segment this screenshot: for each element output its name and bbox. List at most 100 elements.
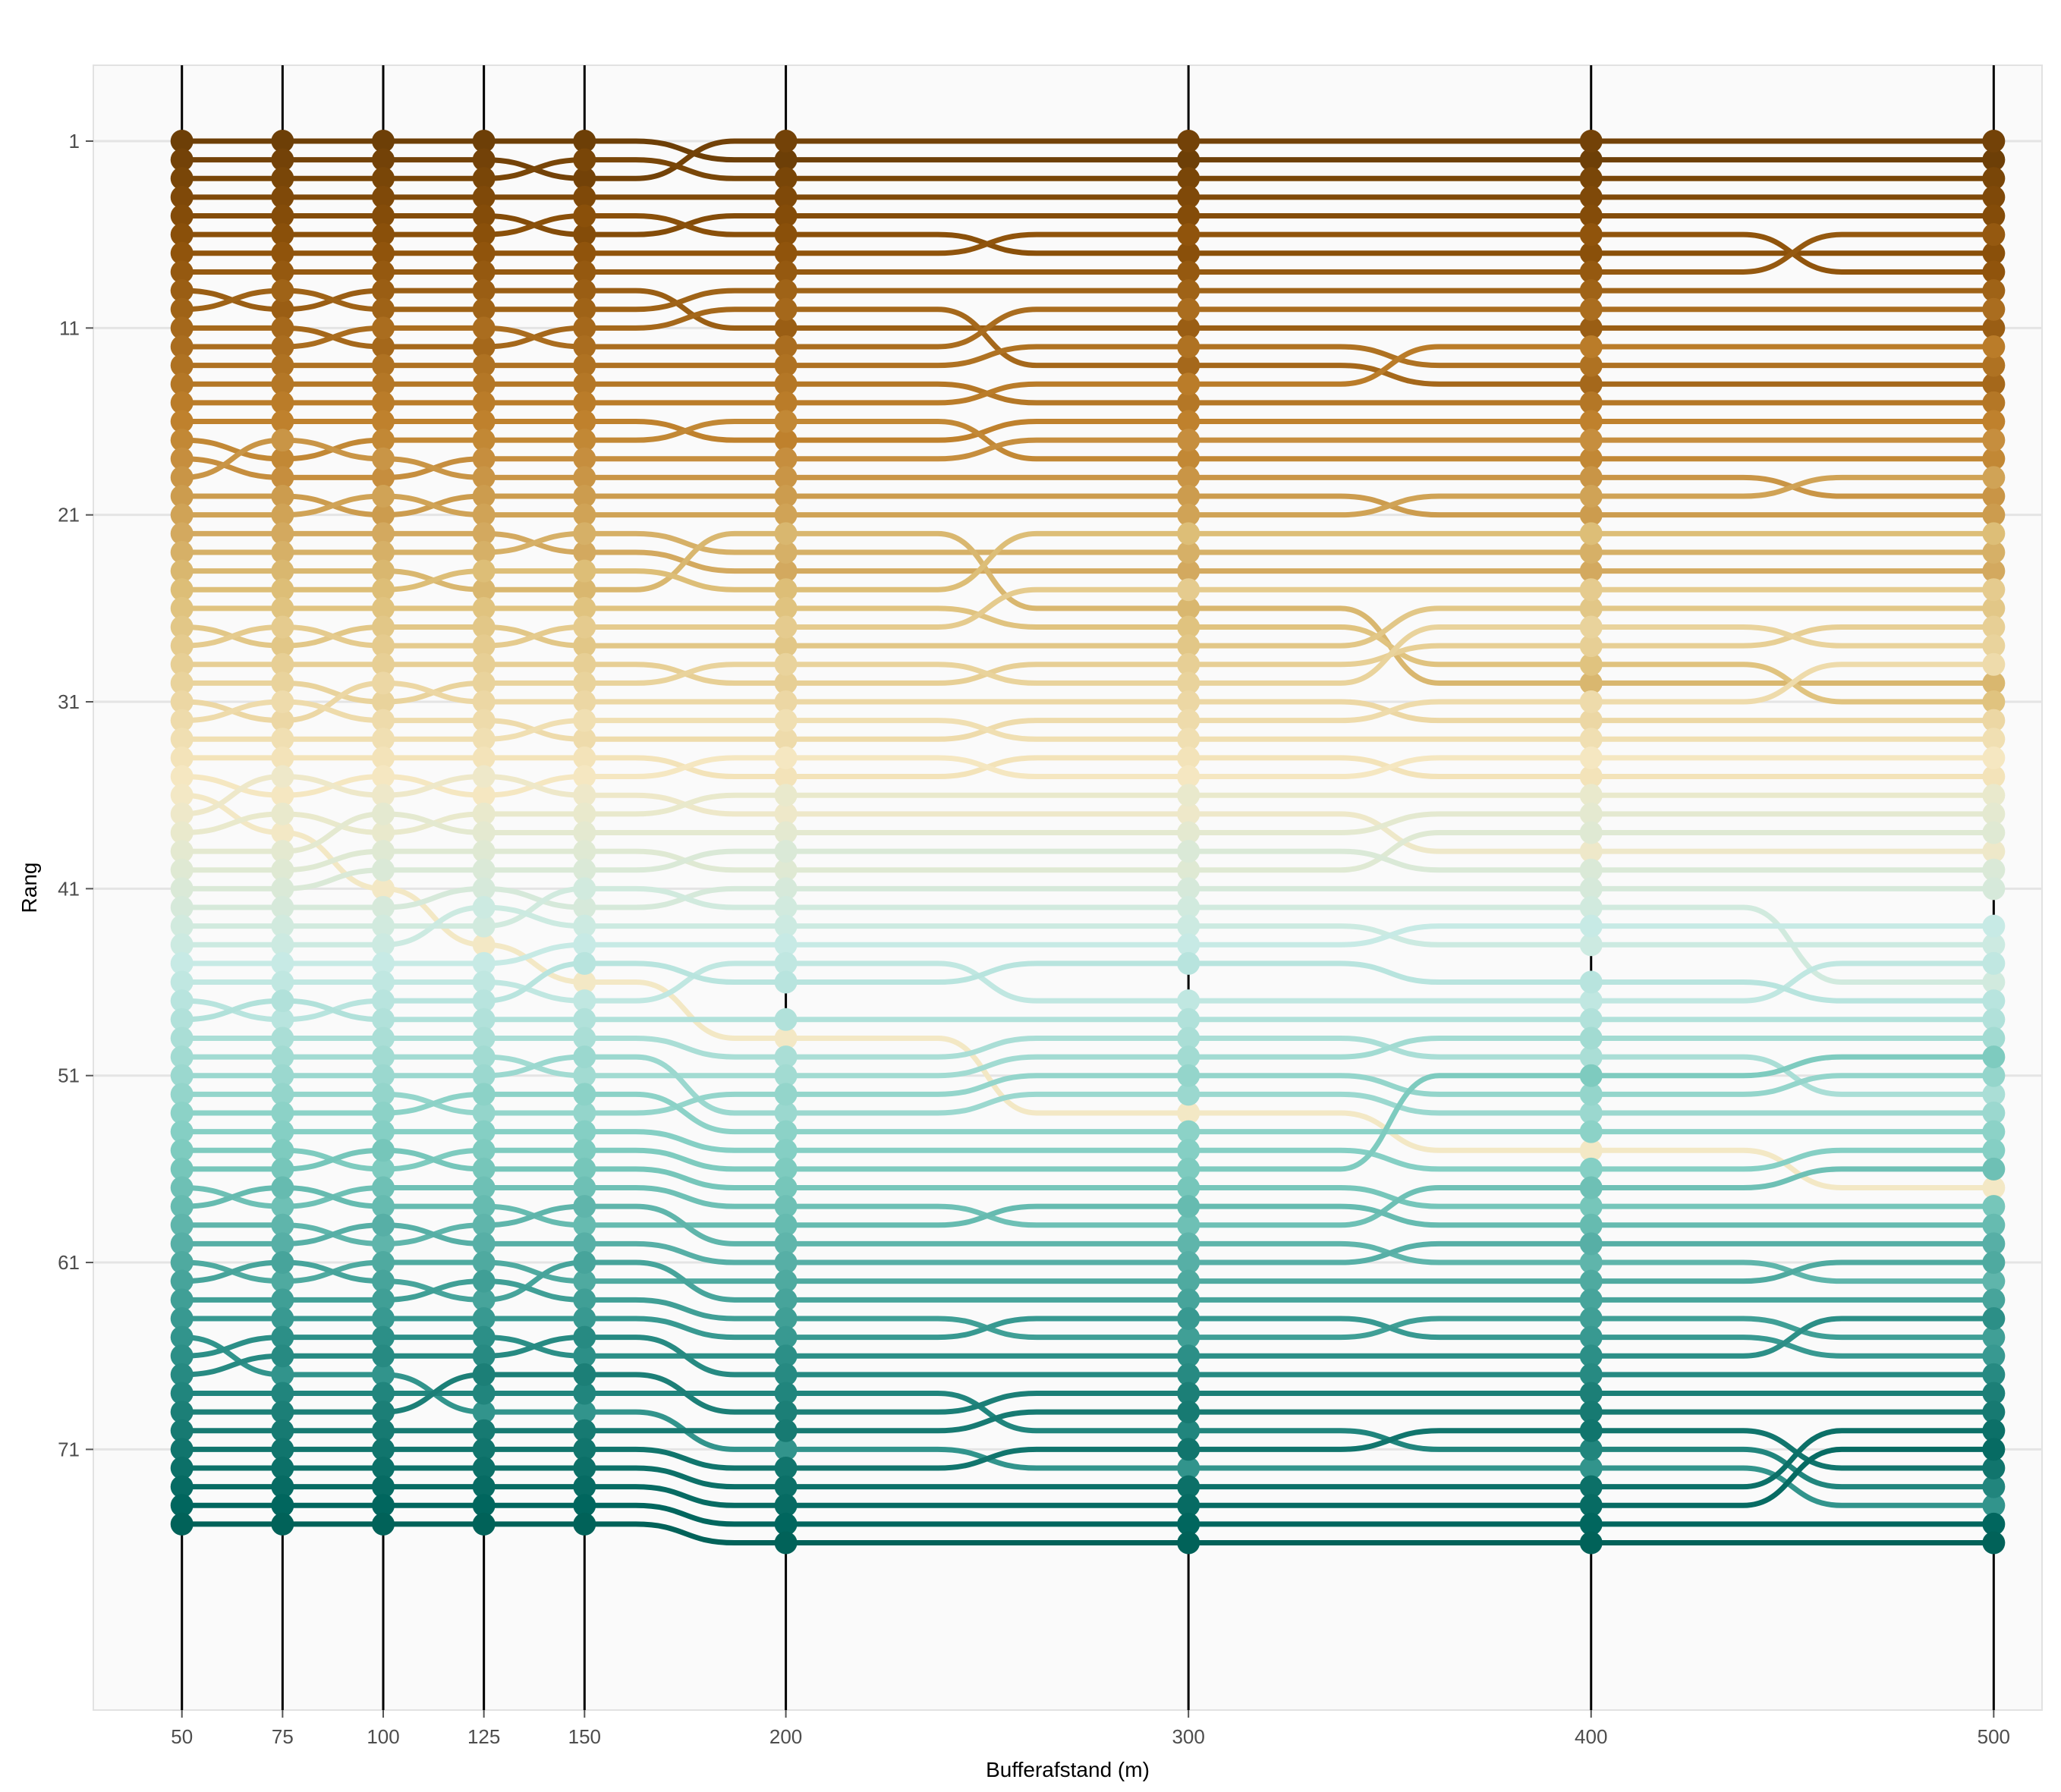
data-point bbox=[472, 260, 496, 284]
y-tick-label: 41 bbox=[58, 877, 80, 900]
data-point bbox=[271, 1325, 294, 1349]
data-point bbox=[472, 429, 496, 452]
data-point bbox=[170, 410, 194, 433]
y-tick-label: 51 bbox=[58, 1064, 80, 1087]
data-point bbox=[1982, 279, 2006, 303]
data-point bbox=[1177, 1438, 1200, 1461]
data-point bbox=[1579, 410, 1603, 433]
data-point bbox=[1579, 1325, 1603, 1349]
data-point bbox=[372, 1176, 395, 1199]
data-point bbox=[1982, 1232, 2006, 1256]
data-point bbox=[1982, 1064, 2006, 1087]
data-point bbox=[573, 1120, 596, 1143]
series-line bbox=[180, 1166, 1994, 1228]
y-tick-label: 31 bbox=[58, 690, 80, 713]
data-point bbox=[1177, 1269, 1200, 1293]
data-point bbox=[271, 373, 294, 396]
data-point bbox=[573, 1026, 596, 1050]
data-point bbox=[372, 578, 395, 602]
data-point bbox=[774, 615, 798, 639]
data-point bbox=[774, 1438, 798, 1461]
data-point bbox=[1177, 933, 1200, 957]
data-point bbox=[1982, 466, 2006, 489]
data-point bbox=[774, 1344, 798, 1368]
data-point bbox=[372, 1344, 395, 1368]
data-point bbox=[271, 1213, 294, 1237]
data-point bbox=[1177, 1401, 1200, 1424]
data-point bbox=[271, 1288, 294, 1312]
data-point bbox=[472, 1344, 496, 1368]
data-point bbox=[472, 840, 496, 863]
data-point bbox=[372, 652, 395, 676]
data-point bbox=[1982, 1457, 2006, 1480]
data-point bbox=[472, 1475, 496, 1498]
data-point bbox=[372, 1475, 395, 1498]
data-point bbox=[1177, 373, 1200, 396]
data-point bbox=[372, 1269, 395, 1293]
data-point bbox=[573, 316, 596, 340]
data-point bbox=[271, 485, 294, 508]
data-point bbox=[372, 167, 395, 190]
y-tick-label: 21 bbox=[58, 504, 80, 527]
data-point bbox=[1579, 522, 1603, 545]
data-point bbox=[472, 373, 496, 396]
data-point bbox=[573, 410, 596, 433]
data-point bbox=[271, 540, 294, 564]
data-point bbox=[271, 297, 294, 321]
series-line bbox=[180, 1428, 1994, 1471]
data-point bbox=[271, 1457, 294, 1480]
data-point bbox=[774, 746, 798, 769]
data-point bbox=[1982, 933, 2006, 957]
data-point bbox=[472, 1139, 496, 1162]
data-point bbox=[1982, 260, 2006, 284]
data-point bbox=[271, 1382, 294, 1405]
data-point bbox=[1982, 410, 2006, 433]
series-line bbox=[180, 1054, 1994, 1116]
data-point bbox=[774, 540, 798, 564]
data-point bbox=[1982, 1382, 2006, 1405]
series-line bbox=[180, 1035, 1994, 1097]
data-point bbox=[774, 1382, 798, 1405]
data-point bbox=[1177, 634, 1200, 658]
data-point bbox=[1579, 373, 1603, 396]
data-point bbox=[271, 1120, 294, 1143]
data-point bbox=[774, 1026, 798, 1050]
data-point bbox=[372, 970, 395, 994]
data-point bbox=[1982, 1120, 2006, 1143]
data-point bbox=[573, 858, 596, 882]
data-point bbox=[1177, 652, 1200, 676]
data-point bbox=[472, 1401, 496, 1424]
data-point bbox=[472, 802, 496, 825]
data-point bbox=[372, 709, 395, 732]
data-point bbox=[1177, 615, 1200, 639]
data-point bbox=[573, 1064, 596, 1087]
data-point bbox=[1982, 596, 2006, 620]
data-point bbox=[1982, 858, 2006, 882]
data-point bbox=[1579, 970, 1603, 994]
data-point bbox=[1982, 316, 2006, 340]
data-point bbox=[1579, 503, 1603, 527]
series-line bbox=[180, 231, 1994, 275]
data-point bbox=[1177, 1419, 1200, 1442]
data-point bbox=[1177, 1064, 1200, 1087]
series-line bbox=[180, 1502, 1994, 1527]
data-point bbox=[372, 410, 395, 433]
series-line bbox=[180, 1091, 1994, 1135]
data-point bbox=[1177, 1120, 1200, 1143]
data-point bbox=[1579, 1195, 1603, 1218]
data-point bbox=[372, 559, 395, 583]
data-point bbox=[1982, 1101, 2006, 1124]
data-point bbox=[1177, 1195, 1200, 1218]
data-point bbox=[472, 578, 496, 602]
data-point bbox=[1579, 765, 1603, 788]
data-point bbox=[1579, 559, 1603, 583]
data-point bbox=[1982, 578, 2006, 602]
data-point bbox=[472, 1232, 496, 1256]
data-point bbox=[774, 728, 798, 751]
data-point bbox=[573, 1512, 596, 1536]
data-point bbox=[1579, 335, 1603, 358]
data-point bbox=[1579, 1157, 1603, 1181]
data-point bbox=[774, 223, 798, 247]
data-point bbox=[1982, 989, 2006, 1013]
data-point bbox=[1982, 821, 2006, 844]
